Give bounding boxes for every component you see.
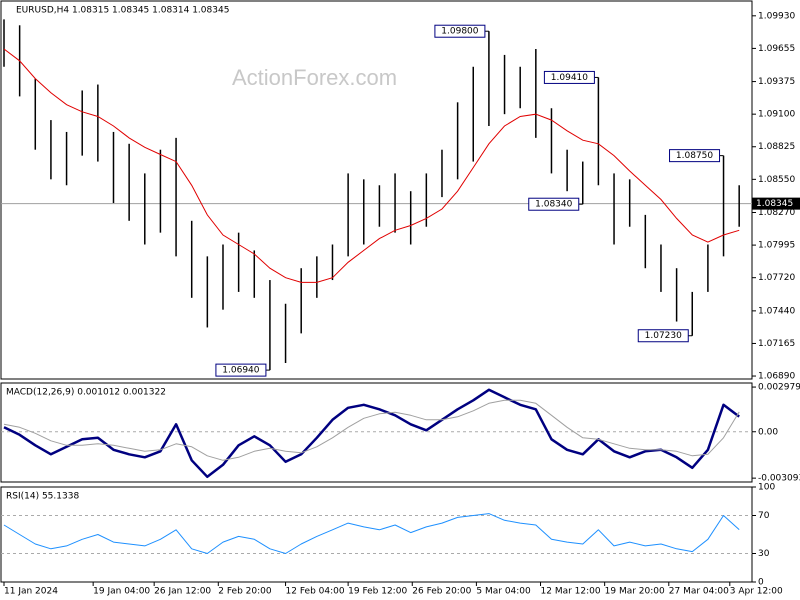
- annotation-label: 1.07230: [645, 331, 682, 341]
- y-tick-label: 1.07440: [758, 306, 795, 316]
- x-tick-label: 19 Jan 04:00: [93, 587, 150, 597]
- y-tick-label: 70: [758, 511, 770, 521]
- y-tick-label: 1.09375: [758, 77, 795, 87]
- y-tick-label: 1.08270: [758, 208, 795, 218]
- y-tick-label: 1.07995: [758, 241, 795, 251]
- x-tick-label: 27 Mar 04:00: [669, 587, 729, 597]
- price-panel: [0, 0, 753, 380]
- y-tick-label: 1.09930: [758, 11, 795, 21]
- annotation-box: [543, 70, 595, 84]
- annotation-box: [669, 149, 721, 163]
- y-tick-label: 100: [758, 483, 775, 493]
- x-tick-label: 12 Feb 04:00: [286, 587, 345, 597]
- y-tick-label: 30: [758, 549, 770, 559]
- annotation-label: 1.08340: [535, 200, 572, 210]
- annotation-box: [637, 329, 689, 343]
- x-tick-label: 2 Feb 20:00: [218, 587, 272, 597]
- y-tick-label: 1.09655: [758, 44, 795, 54]
- y-tick-label: 1.07720: [758, 273, 795, 283]
- indicator-line: [3, 399, 740, 461]
- y-tick-label: 1.07165: [758, 339, 795, 349]
- rsi-title: RSI(14) 55.1338: [6, 492, 79, 502]
- x-tick-label: 12 Mar 12:00: [541, 587, 601, 597]
- y-tick-label: 1.08825: [758, 142, 795, 152]
- x-tick-label: 3 Apr 12:00: [730, 587, 783, 597]
- y-tick-label: -0.003093: [758, 474, 800, 484]
- annotation-label: 1.06940: [222, 366, 259, 376]
- y-tick-label: 1.09100: [758, 110, 795, 120]
- moving-average: [3, 48, 740, 283]
- annotation-box: [528, 197, 580, 211]
- last-price-box: [752, 197, 800, 210]
- annotation-label: 1.09800: [441, 27, 478, 37]
- macd-panel: [0, 382, 753, 483]
- last-price-label: 1.08345: [756, 199, 793, 209]
- indicator-line: [3, 513, 740, 554]
- y-tick-label: 0: [758, 578, 764, 588]
- macd-title: MACD(12,26,9) 0.001012 0.001322: [6, 388, 166, 398]
- y-tick-label: 1.08550: [758, 175, 795, 185]
- y-tick-label: 0.002979: [758, 383, 800, 393]
- rsi-panel: [0, 486, 753, 583]
- chart-title: EURUSD,H4 1.08315 1.08345 1.08314 1.0834…: [16, 6, 229, 16]
- annotation-box: [215, 363, 267, 377]
- y-tick-label: 0.00: [758, 427, 778, 437]
- annotation-label: 1.09410: [551, 73, 588, 83]
- x-tick-label: 26 Jan 12:00: [154, 587, 211, 597]
- indicator-line: [3, 388, 740, 479]
- x-tick-label: 19 Feb 12:00: [348, 587, 407, 597]
- x-tick-label: 19 Mar 20:00: [605, 587, 665, 597]
- watermark: ActionForex.com: [232, 65, 397, 90]
- x-tick-label: 26 Feb 20:00: [412, 587, 471, 597]
- annotation-label: 1.08750: [676, 151, 713, 161]
- x-tick-label: 11 Jan 2024: [4, 587, 58, 597]
- y-tick-label: 1.06890: [758, 372, 795, 382]
- annotation-box: [434, 24, 486, 38]
- x-tick-label: 5 Mar 04:00: [476, 587, 531, 597]
